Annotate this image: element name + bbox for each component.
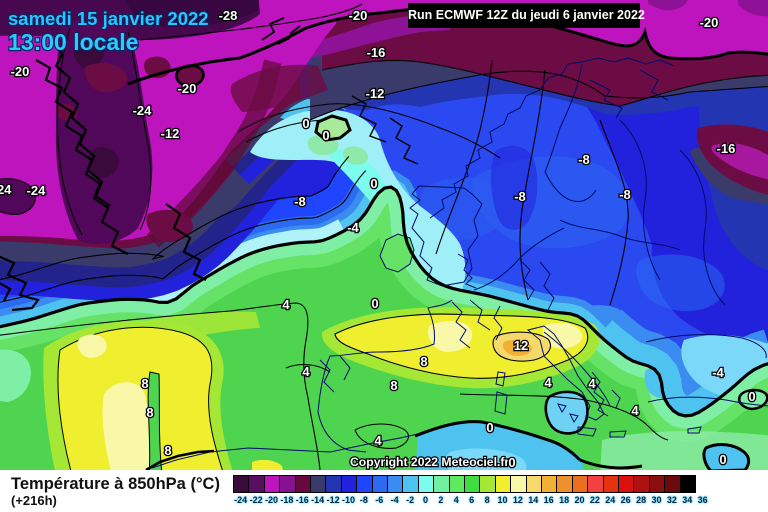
svg-text:4: 4 <box>374 433 382 448</box>
svg-text:-8: -8 <box>619 187 631 202</box>
svg-text:-20: -20 <box>178 81 197 96</box>
svg-text:13:00 locale: 13:00 locale <box>8 29 138 55</box>
svg-text:0: 0 <box>322 128 329 143</box>
svg-text:0: 0 <box>748 389 755 404</box>
svg-text:-20: -20 <box>11 64 30 79</box>
svg-text:-28: -28 <box>219 8 238 23</box>
svg-text:-12: -12 <box>366 86 385 101</box>
svg-text:-12: -12 <box>161 126 180 141</box>
svg-text:-20: -20 <box>349 8 368 23</box>
svg-text:8: 8 <box>390 378 397 393</box>
svg-text:-24: -24 <box>27 183 47 198</box>
svg-text:-24: -24 <box>133 103 153 118</box>
svg-text:0: 0 <box>486 420 493 435</box>
svg-text:-8: -8 <box>514 189 526 204</box>
svg-text:4: 4 <box>588 376 596 391</box>
svg-text:Copyright 2022 Meteociel.fr: Copyright 2022 Meteociel.fr <box>350 455 509 469</box>
svg-text:12: 12 <box>514 338 528 353</box>
svg-text:4: 4 <box>282 297 290 312</box>
svg-text:0: 0 <box>719 452 726 467</box>
svg-text:-16: -16 <box>367 45 386 60</box>
svg-text:4: 4 <box>544 375 552 390</box>
svg-text:-4: -4 <box>712 365 724 380</box>
svg-text:0: 0 <box>508 455 515 470</box>
svg-text:-24: -24 <box>0 182 12 197</box>
svg-text:-8: -8 <box>578 152 590 167</box>
svg-text:8: 8 <box>164 443 171 458</box>
svg-text:samedi 15 janvier 2022: samedi 15 janvier 2022 <box>8 8 209 29</box>
svg-text:8: 8 <box>420 354 427 369</box>
svg-text:0: 0 <box>371 296 378 311</box>
svg-text:-4: -4 <box>347 220 359 235</box>
svg-text:4: 4 <box>631 403 639 418</box>
svg-text:-20: -20 <box>700 15 719 30</box>
svg-text:0: 0 <box>370 176 377 191</box>
svg-text:0: 0 <box>302 116 309 131</box>
svg-text:-8: -8 <box>294 194 306 209</box>
svg-text:8: 8 <box>141 376 148 391</box>
svg-text:8: 8 <box>146 405 153 420</box>
svg-text:-16: -16 <box>717 141 736 156</box>
svg-text:4: 4 <box>302 364 310 379</box>
